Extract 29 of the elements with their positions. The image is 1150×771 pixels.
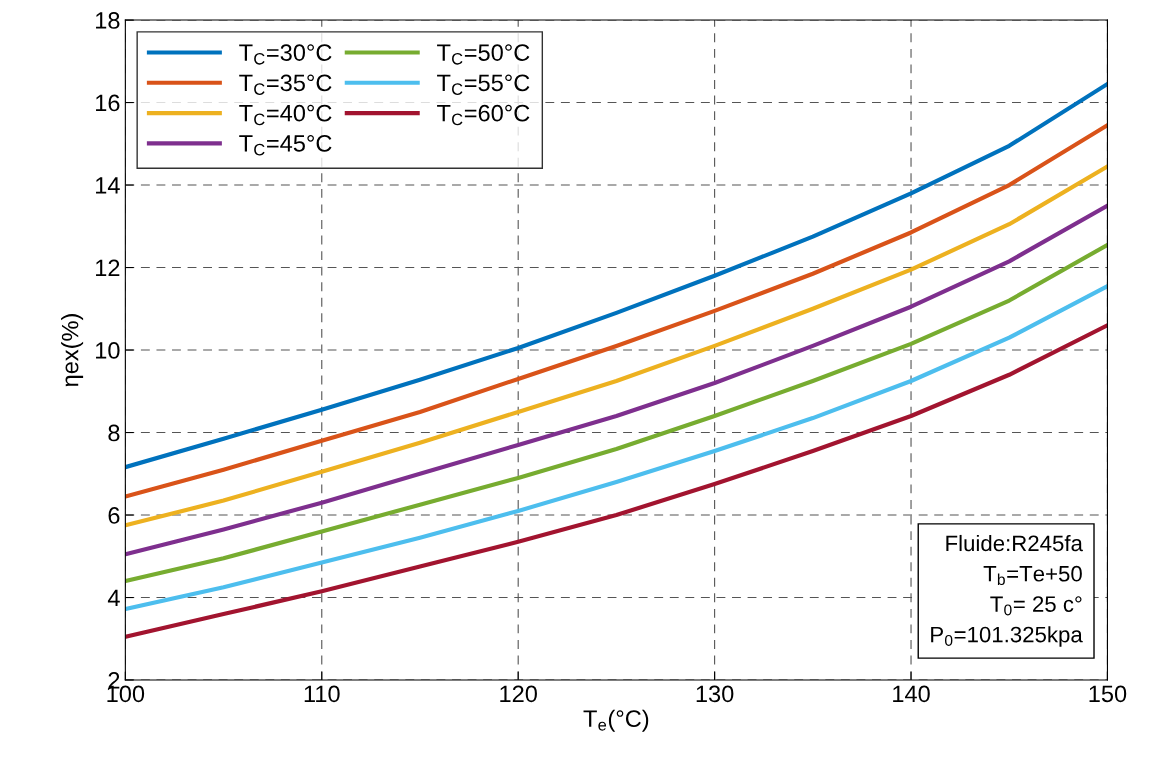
x-tick-label: 140: [893, 685, 930, 703]
annotation: T$_{0}$= 25 c°: [990, 596, 1082, 616]
y-axis-title: ηex(%): [61, 314, 84, 387]
x-tick-label: 110: [304, 685, 340, 703]
legend-label: T$_{C}$=45°C: [239, 135, 332, 156]
line-series: [125, 242, 1108, 584]
x-tick-label: 150: [1089, 685, 1127, 703]
legend-label: T$_{C}$=55°C: [437, 74, 530, 95]
y-tick-label: 4: [107, 589, 120, 607]
legend-label: T$_{C}$=35°C: [239, 74, 332, 95]
legend-label: T$_{C}$=30°C: [239, 44, 332, 65]
legend-label: T$_{C}$=60°C: [437, 104, 530, 126]
x-axis-title: T$_{e}$(°C): [583, 709, 649, 732]
annotation: T$_{b}$=Te+50: [983, 565, 1082, 586]
x-tick-label: 120: [500, 685, 537, 703]
y-tick-label: 6: [108, 507, 120, 524]
y-tick-label: 8: [108, 424, 120, 442]
y-tick-label: 16: [96, 94, 120, 112]
annotation: P$_{0}$=101.325kpa: [931, 626, 1083, 647]
y-tick-label: 14: [96, 177, 120, 194]
y-tick-label: 10: [96, 342, 120, 359]
line-series: [125, 203, 1108, 557]
x-tick-label: 130: [696, 685, 734, 703]
legend-label: T$_{C}$=50°C: [437, 44, 530, 65]
y-tick-label: 12: [96, 259, 120, 277]
line-series: [125, 164, 1108, 528]
annotation: Fluide:R245fa: [946, 534, 1083, 552]
y-tick-label: 18: [96, 12, 120, 29]
legend-label: T$_{C}$=40°C: [239, 104, 332, 126]
